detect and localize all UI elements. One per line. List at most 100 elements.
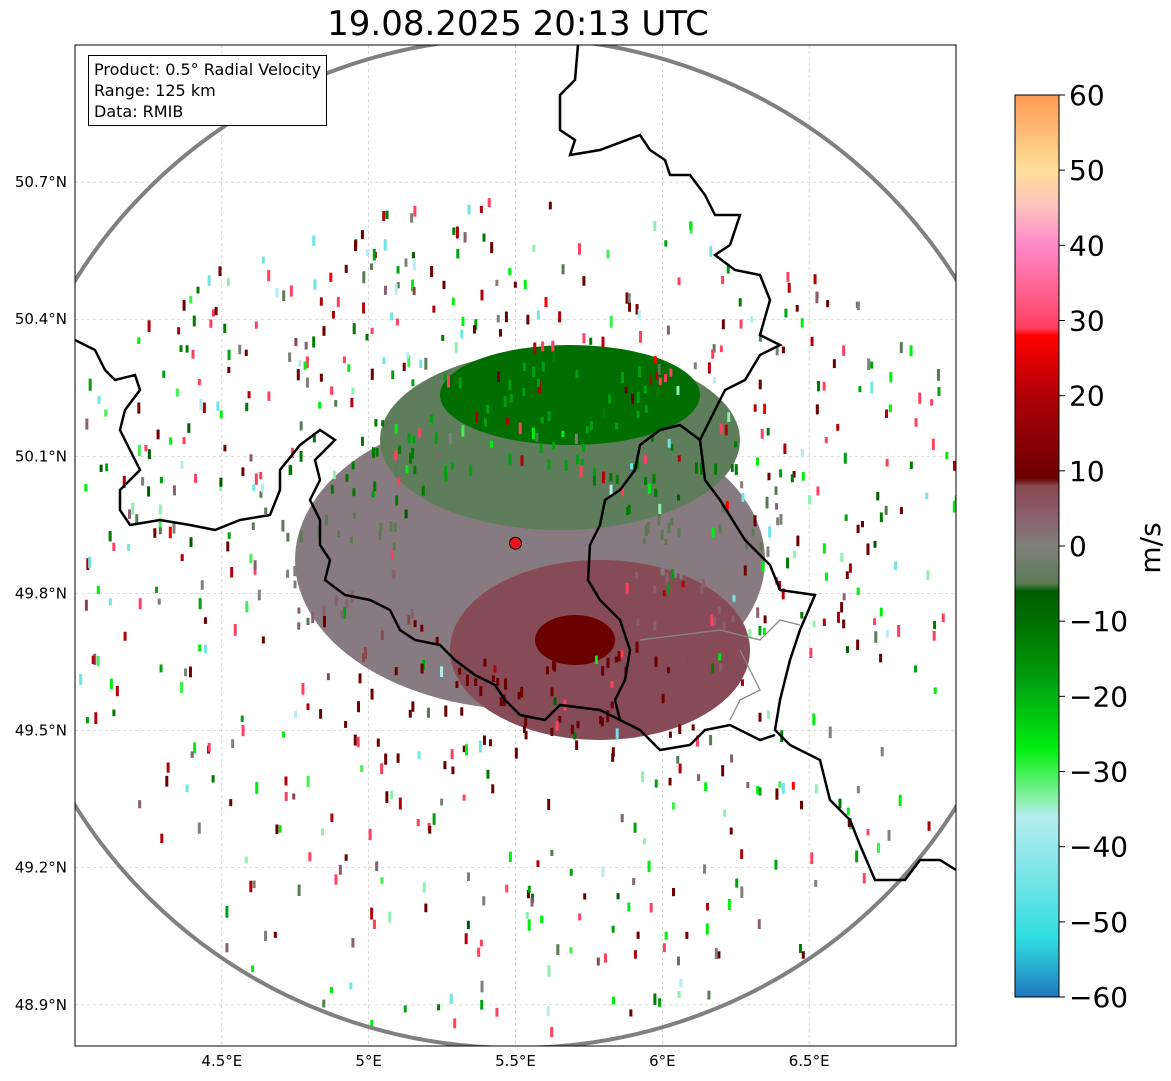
echo-bin xyxy=(642,538,646,545)
colorbar-tick-label: 40 xyxy=(1069,229,1105,262)
echo-bin xyxy=(172,485,176,496)
echo-bin xyxy=(800,318,804,328)
echo-bin xyxy=(676,386,680,395)
echo-bin xyxy=(349,982,353,990)
echo-bin xyxy=(612,996,616,1005)
echo-bin xyxy=(351,461,355,470)
echo-bin xyxy=(218,266,222,277)
echo-bin xyxy=(288,464,292,475)
echo-bin xyxy=(740,849,744,859)
echo-bin xyxy=(913,665,917,673)
echo-bin xyxy=(338,864,342,875)
echo-bin xyxy=(96,656,100,667)
echo-bin xyxy=(465,674,469,687)
echo-bin xyxy=(735,878,739,888)
echo-bin xyxy=(666,582,670,593)
echo-bin xyxy=(298,360,302,367)
echo-bin xyxy=(991,558,994,565)
echo-bin xyxy=(454,342,458,353)
echo-bin xyxy=(536,310,540,320)
lat-tick-label: 49.5°N xyxy=(15,722,67,740)
echo-bin xyxy=(387,567,391,577)
echo-bin xyxy=(874,631,878,643)
echo-bin xyxy=(293,580,297,589)
echo-bin xyxy=(380,877,384,884)
echo-bin xyxy=(227,366,231,374)
echo-bin xyxy=(238,344,242,355)
echo-bin xyxy=(226,278,230,287)
echo-bin xyxy=(812,620,816,628)
echo-bin xyxy=(422,881,426,893)
echo-bin xyxy=(741,679,745,686)
echo-bin xyxy=(105,463,109,472)
echo-bin xyxy=(464,933,468,945)
echo-bin xyxy=(686,653,690,663)
echo-bin xyxy=(292,793,296,800)
echo-bin xyxy=(428,825,432,834)
colorbar-tick-label: 30 xyxy=(1069,305,1105,338)
echo-bin xyxy=(748,629,752,639)
echo-bin xyxy=(458,377,462,389)
echo-bin xyxy=(809,647,813,658)
echo-bin xyxy=(322,605,326,615)
echo-bin xyxy=(611,747,615,757)
echo-bin xyxy=(219,410,223,419)
echo-bin xyxy=(193,742,197,754)
echo-bin xyxy=(444,465,448,477)
echo-bin xyxy=(707,362,711,374)
echo-bin xyxy=(524,715,528,727)
echo-bin xyxy=(93,653,97,665)
lat-tick-label: 50.4°N xyxy=(15,310,67,328)
echo-bin xyxy=(624,386,628,394)
echo-bin xyxy=(57,661,60,669)
echo-bin xyxy=(460,329,464,339)
echo-bin xyxy=(261,256,265,264)
map-frame xyxy=(74,44,957,1047)
echo-bin xyxy=(495,279,499,286)
echo-bin xyxy=(376,559,380,567)
colorbar xyxy=(1014,94,1060,998)
echo-bin xyxy=(790,474,794,483)
echo-bin xyxy=(330,386,334,395)
echo-bin xyxy=(313,279,317,290)
echo-bin xyxy=(816,486,820,496)
echo-bin xyxy=(358,673,362,684)
echo-bin xyxy=(743,565,747,576)
echo-bin xyxy=(689,221,693,230)
echo-bin xyxy=(798,943,802,953)
echo-bin xyxy=(294,337,298,347)
echo-bin xyxy=(147,449,151,460)
echo-bin xyxy=(813,274,817,285)
colorbar-tick-label: −20 xyxy=(1069,680,1128,713)
echo-bin xyxy=(653,993,657,1005)
lat-tick-label: 49.8°N xyxy=(15,584,67,602)
echo-bin xyxy=(127,544,131,552)
echo-bin xyxy=(398,797,402,810)
echo-bin xyxy=(609,472,613,482)
echo-bin xyxy=(544,296,548,308)
echo-bin xyxy=(109,678,113,690)
echo-bin xyxy=(547,965,551,977)
echo-bin xyxy=(703,864,707,874)
echo-bin xyxy=(434,432,438,445)
echo-bin xyxy=(480,999,484,1010)
echo-bin xyxy=(677,455,681,462)
echo-bin xyxy=(762,628,766,635)
echo-bin xyxy=(296,369,300,381)
echo-bin xyxy=(168,526,172,539)
echo-bin xyxy=(43,526,46,536)
echo-bin xyxy=(654,656,658,667)
echo-bin xyxy=(318,401,322,409)
echo-bin xyxy=(244,349,248,357)
echo-bin xyxy=(627,902,631,912)
echo-bin xyxy=(197,822,201,834)
echo-bin xyxy=(311,611,315,624)
echo-bin xyxy=(643,838,647,845)
echo-bin xyxy=(959,454,962,462)
echo-bin xyxy=(179,345,183,352)
echo-bin xyxy=(144,444,148,452)
echo-bin xyxy=(709,734,713,746)
echo-bin xyxy=(187,423,191,433)
echo-bin xyxy=(815,404,819,415)
echo-bin xyxy=(252,484,256,491)
